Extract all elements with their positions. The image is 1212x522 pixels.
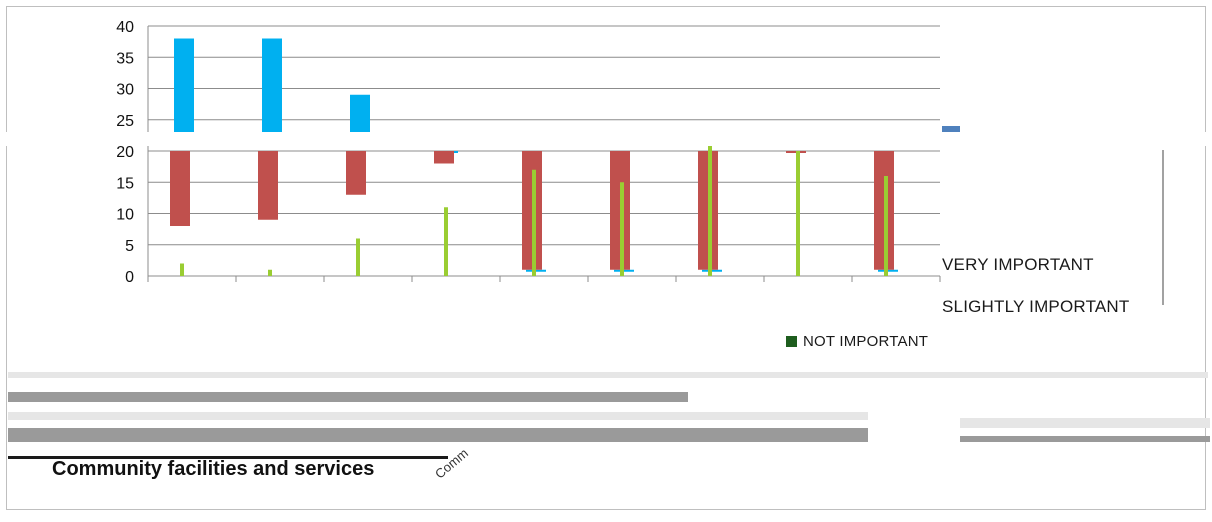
legend-item-very-important: VERY IMPORTANT — [942, 244, 1162, 286]
artifact-band — [8, 372, 1208, 378]
bar — [620, 182, 624, 276]
artifact-band — [960, 418, 1210, 428]
legend: VERY IMPORTANT SLIGHTLY IMPORTANT NOT IM… — [786, 244, 1162, 362]
y-tick-label: 10 — [116, 207, 134, 224]
artifact-band — [8, 428, 868, 442]
artifact-band — [960, 436, 1210, 442]
legend-item-slightly-important: SLIGHTLY IMPORTANT — [942, 286, 1162, 328]
bar — [346, 151, 366, 195]
y-tick-label: 0 — [125, 269, 134, 286]
y-tick-label: 5 — [125, 238, 134, 255]
bar — [174, 38, 194, 145]
artifact-band — [8, 456, 448, 459]
artifact-band — [8, 412, 868, 420]
legend-label: VERY IMPORTANT — [942, 255, 1094, 274]
legend-label: NOT IMPORTANT — [803, 332, 929, 350]
bar — [258, 151, 278, 220]
y-tick-label: 20 — [116, 144, 134, 161]
bar — [532, 169, 536, 276]
legend-label: SLIGHTLY IMPORTANT — [942, 297, 1130, 316]
y-tick-label: 15 — [116, 175, 134, 192]
bar — [796, 151, 800, 276]
bar — [434, 151, 454, 164]
chart-frame — [6, 6, 1206, 510]
artifact-band — [0, 132, 1212, 146]
bar — [262, 38, 282, 145]
bar — [268, 269, 272, 276]
bar — [444, 207, 448, 276]
y-tick-label: 30 — [116, 82, 134, 99]
y-tick-label: 35 — [116, 50, 134, 67]
y-tick-label: 40 — [116, 19, 134, 36]
bar — [170, 151, 190, 226]
bar — [708, 144, 712, 276]
bar — [180, 263, 184, 276]
legend-item-not-important: NOT IMPORTANT — [786, 320, 1162, 362]
artifact-band — [8, 392, 688, 402]
legend-swatch — [786, 335, 797, 347]
bar — [884, 176, 888, 276]
bar — [356, 238, 360, 276]
y-tick-label: 25 — [116, 113, 134, 130]
footer-title: Community facilities and services — [52, 458, 375, 480]
